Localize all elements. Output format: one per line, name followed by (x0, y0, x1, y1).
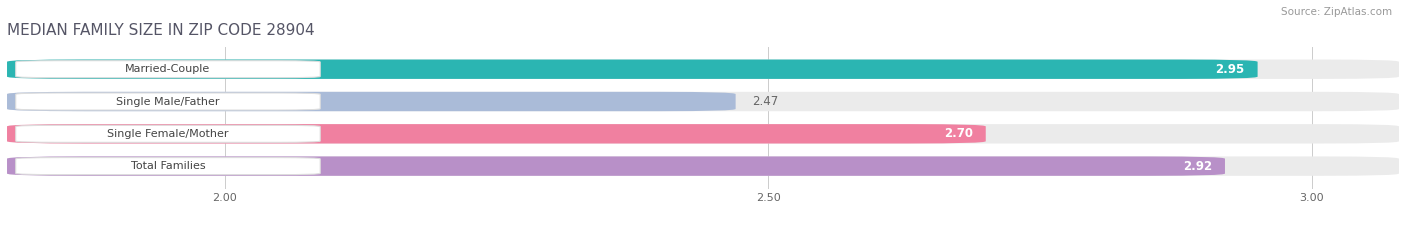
FancyBboxPatch shape (15, 93, 321, 110)
FancyBboxPatch shape (7, 124, 1399, 144)
FancyBboxPatch shape (7, 156, 1399, 176)
FancyBboxPatch shape (7, 59, 1257, 79)
FancyBboxPatch shape (7, 124, 986, 144)
Text: Married-Couple: Married-Couple (125, 64, 211, 74)
Text: 2.70: 2.70 (943, 127, 973, 140)
Text: Source: ZipAtlas.com: Source: ZipAtlas.com (1281, 7, 1392, 17)
Text: 2.47: 2.47 (752, 95, 778, 108)
Text: MEDIAN FAMILY SIZE IN ZIP CODE 28904: MEDIAN FAMILY SIZE IN ZIP CODE 28904 (7, 24, 315, 38)
FancyBboxPatch shape (7, 156, 1225, 176)
Text: Single Female/Mother: Single Female/Mother (107, 129, 229, 139)
FancyBboxPatch shape (7, 59, 1399, 79)
Text: Single Male/Father: Single Male/Father (117, 96, 219, 106)
FancyBboxPatch shape (15, 125, 321, 142)
FancyBboxPatch shape (7, 92, 735, 111)
FancyBboxPatch shape (15, 61, 321, 78)
Text: Total Families: Total Families (131, 161, 205, 171)
Text: 2.95: 2.95 (1215, 63, 1244, 76)
FancyBboxPatch shape (7, 92, 1399, 111)
Text: 2.92: 2.92 (1182, 160, 1212, 173)
FancyBboxPatch shape (15, 158, 321, 175)
